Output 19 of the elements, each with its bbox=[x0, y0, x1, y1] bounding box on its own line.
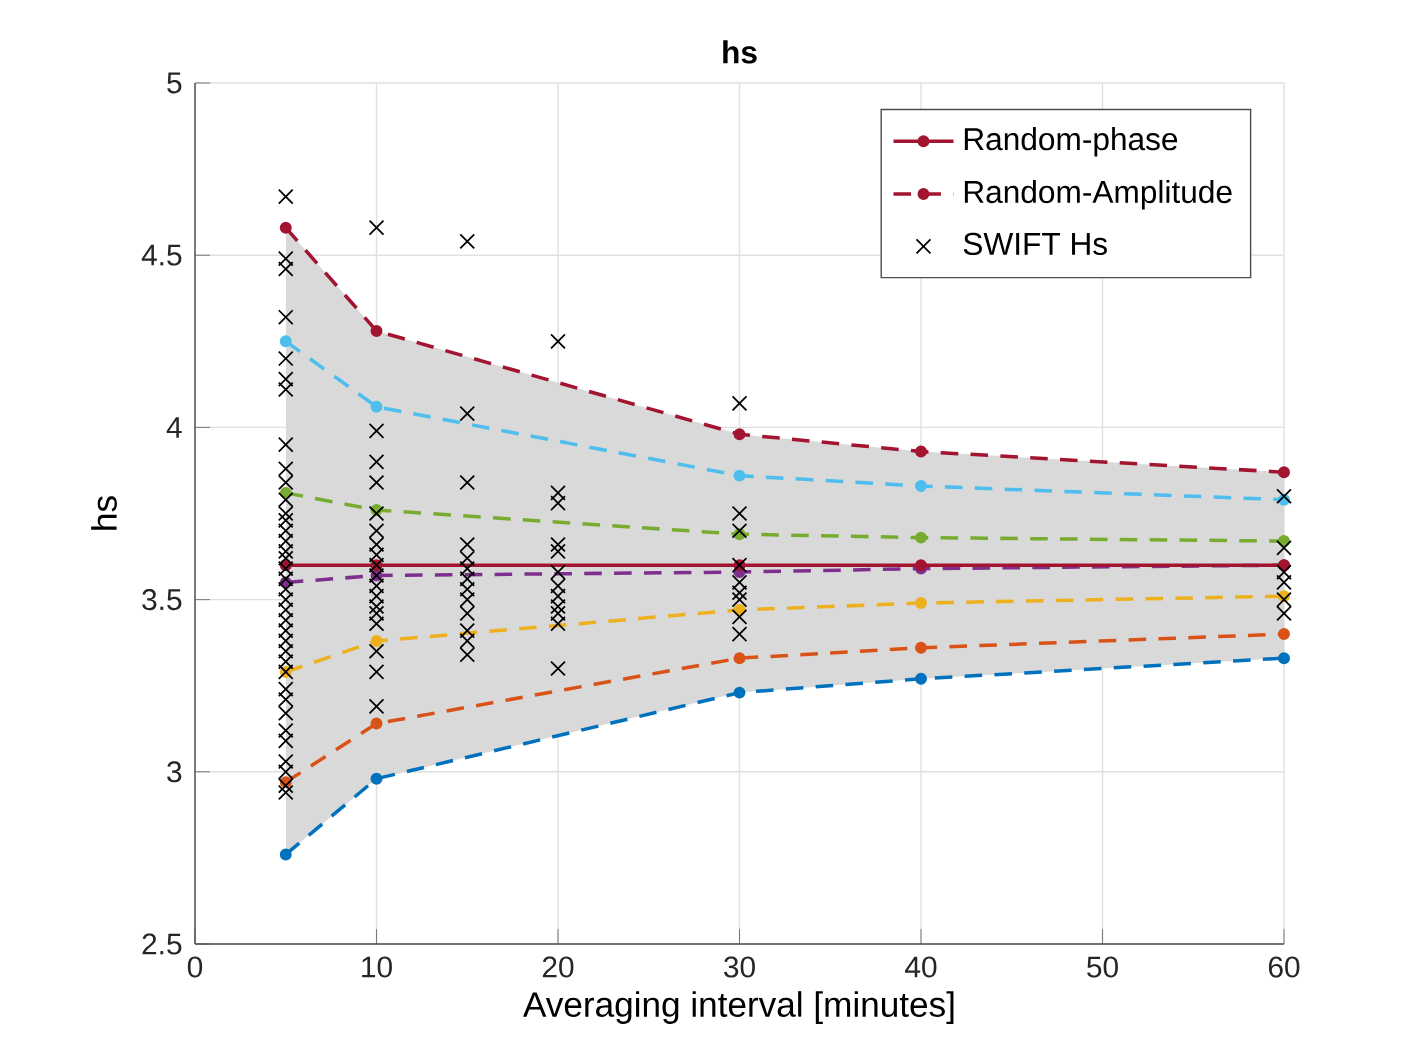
x-tick-label: 30 bbox=[724, 956, 755, 978]
y-tick-label: 3 bbox=[167, 761, 182, 783]
legend-label: SWIFT Hs bbox=[963, 232, 1107, 256]
x-tick-label: 40 bbox=[905, 956, 937, 978]
y-tick-label: 5 bbox=[167, 72, 182, 94]
chart-title: hs bbox=[723, 40, 757, 64]
x-tick-label: 10 bbox=[362, 956, 392, 978]
legend-label: Random-phase bbox=[964, 127, 1178, 157]
y-tick-label: 4 bbox=[166, 417, 182, 438]
y-axis-title: hs bbox=[91, 496, 117, 530]
y-tick-label: 2.5 bbox=[142, 933, 182, 955]
x-tick-label: 0 bbox=[187, 956, 203, 978]
x-tick-label: 60 bbox=[1268, 956, 1300, 978]
legend-label: Random-Amplitude bbox=[964, 179, 1232, 210]
x-tick-label: 50 bbox=[1087, 956, 1118, 978]
x-axis-title: Averaging interval [minutes] bbox=[523, 991, 954, 1024]
y-tick-label: 4.5 bbox=[141, 244, 182, 266]
y-tick-label: 3.5 bbox=[142, 589, 182, 611]
x-tick-label: 20 bbox=[542, 956, 574, 978]
